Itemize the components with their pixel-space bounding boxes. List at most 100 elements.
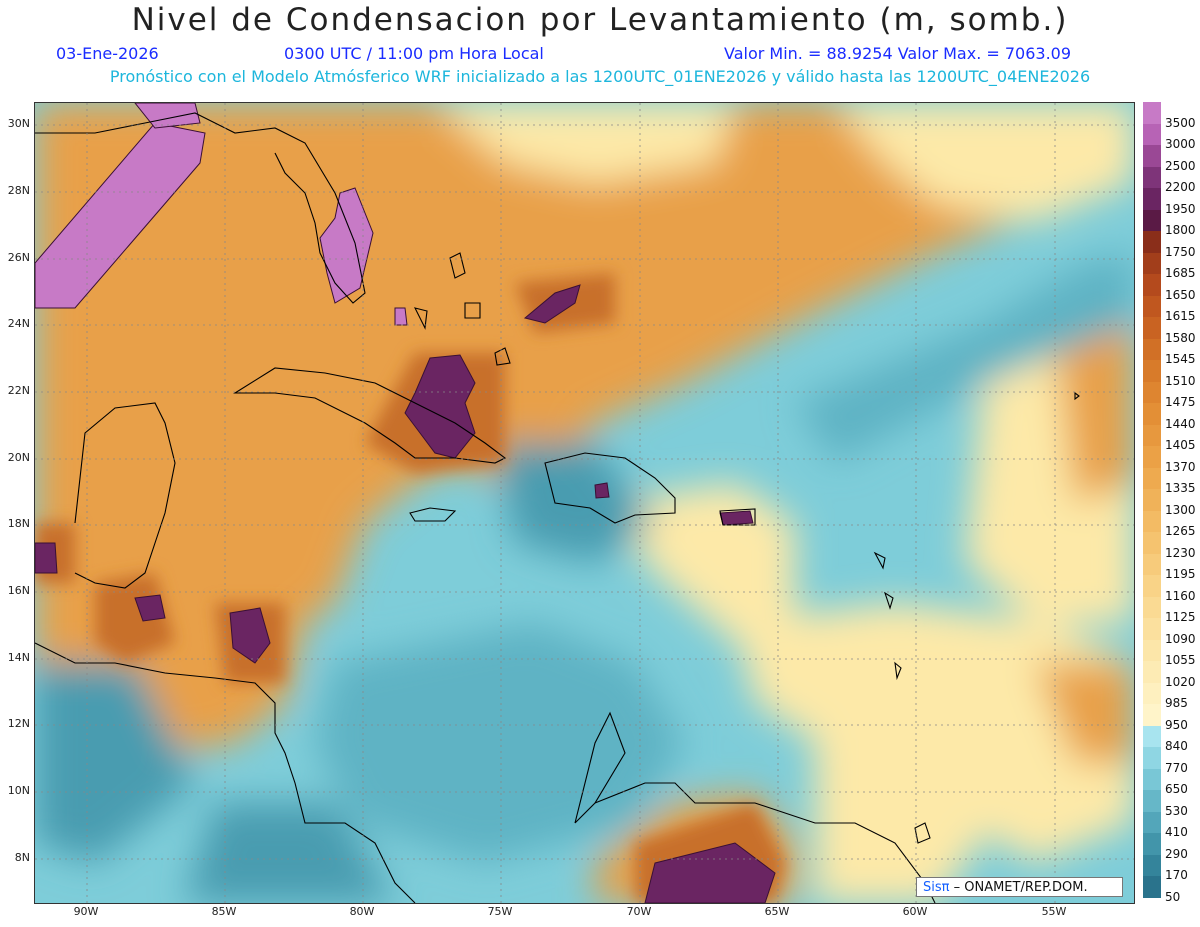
lon-label: 60W bbox=[902, 905, 928, 918]
legend-swatch bbox=[1143, 123, 1161, 145]
legend-swatch bbox=[1143, 166, 1161, 188]
legend-swatch bbox=[1143, 618, 1161, 640]
legend-entry: 2500 bbox=[1143, 145, 1200, 173]
legend-entry: 1300 bbox=[1143, 489, 1200, 517]
legend-swatch bbox=[1143, 704, 1161, 726]
lon-label: 75W bbox=[487, 905, 513, 918]
legend-entry: 1580 bbox=[1143, 317, 1200, 345]
lon-label: 65W bbox=[764, 905, 790, 918]
legend-entry: 1650 bbox=[1143, 274, 1200, 302]
lat-label: 22N bbox=[7, 384, 30, 397]
legend-swatch bbox=[1143, 747, 1161, 769]
legend-entry: 950 bbox=[1143, 704, 1200, 732]
legend-swatch bbox=[1143, 446, 1161, 468]
lon-label: 80W bbox=[349, 905, 375, 918]
legend-label: 1090 bbox=[1165, 631, 1196, 646]
legend-label: 410 bbox=[1165, 825, 1188, 839]
legend-entry: 1370 bbox=[1143, 446, 1200, 474]
forecast-date: 03-Ene-2026 bbox=[56, 44, 159, 63]
legend-swatch bbox=[1143, 553, 1161, 575]
legend-swatch bbox=[1143, 725, 1161, 747]
legend-label: 530 bbox=[1165, 803, 1188, 818]
legend-entry: 1020 bbox=[1143, 661, 1200, 689]
legend-label: 290 bbox=[1165, 846, 1188, 861]
legend-entry: 1685 bbox=[1143, 252, 1200, 280]
legend-label: 2200 bbox=[1165, 180, 1196, 194]
lat-lon-grid bbox=[35, 103, 1134, 903]
legend-entry: 1475 bbox=[1143, 381, 1200, 409]
legend-swatch bbox=[1143, 575, 1161, 597]
legend-swatch bbox=[1143, 876, 1161, 898]
legend-entry: 170 bbox=[1143, 854, 1200, 882]
credit-text: – ONAMET/REP.DOM. bbox=[953, 880, 1088, 895]
very-high-lcl-patches bbox=[35, 103, 776, 903]
legend-entry: 1615 bbox=[1143, 295, 1200, 323]
lat-label: 18N bbox=[7, 517, 30, 530]
legend-swatch bbox=[1143, 360, 1161, 382]
legend-swatch bbox=[1143, 768, 1161, 790]
legend-swatch bbox=[1143, 854, 1161, 876]
legend-entry: 1800 bbox=[1143, 209, 1200, 237]
legend-swatch bbox=[1143, 295, 1161, 317]
legend-swatch bbox=[1143, 317, 1161, 339]
lat-label: 24N bbox=[7, 317, 30, 330]
legend-label: 1230 bbox=[1165, 545, 1196, 560]
legend-label: 1405 bbox=[1165, 438, 1196, 452]
condensation-level-map bbox=[34, 102, 1135, 904]
legend-entry: 1230 bbox=[1143, 532, 1200, 560]
legend-swatch bbox=[1143, 252, 1161, 274]
map-canvas bbox=[35, 103, 1134, 903]
legend-swatch bbox=[1143, 811, 1161, 833]
legend-entry: 840 bbox=[1143, 725, 1200, 753]
lat-label: 26N bbox=[7, 251, 30, 264]
legend-label: 1510 bbox=[1165, 373, 1196, 388]
lat-label: 30N bbox=[7, 117, 30, 130]
legend-label: 950 bbox=[1165, 717, 1188, 732]
legend-label: 1335 bbox=[1165, 481, 1196, 495]
legend-entry: 410 bbox=[1143, 811, 1200, 839]
legend-entry: 1055 bbox=[1143, 639, 1200, 667]
legend-entry: 1160 bbox=[1143, 575, 1200, 603]
legend-label: 1685 bbox=[1165, 266, 1196, 280]
legend-label: 1950 bbox=[1165, 201, 1196, 216]
lat-label: 28N bbox=[7, 184, 30, 197]
legend-swatch bbox=[1143, 682, 1161, 704]
legend-entry: 1405 bbox=[1143, 424, 1200, 452]
legend-label: 1580 bbox=[1165, 330, 1196, 345]
legend-swatch bbox=[1143, 790, 1161, 812]
legend-swatch bbox=[1143, 510, 1161, 532]
legend-swatch bbox=[1143, 231, 1161, 253]
legend-swatch bbox=[1143, 403, 1161, 425]
legend-entry: 1545 bbox=[1143, 338, 1200, 366]
legend-label: 1265 bbox=[1165, 524, 1196, 538]
legend-entry: 50 bbox=[1143, 876, 1200, 904]
legend-label: 50 bbox=[1165, 889, 1181, 904]
legend-swatch bbox=[1143, 532, 1161, 554]
legend-label: 1055 bbox=[1165, 653, 1196, 667]
legend-label: 770 bbox=[1165, 760, 1188, 775]
legend-entry: 530 bbox=[1143, 790, 1200, 818]
lon-label: 85W bbox=[211, 905, 237, 918]
legend-label: 1650 bbox=[1165, 287, 1196, 302]
legend-entry: 1440 bbox=[1143, 403, 1200, 431]
legend-swatch bbox=[1143, 596, 1161, 618]
min-max-values: Valor Min. = 88.9254 Valor Max. = 7063.0… bbox=[724, 44, 1072, 63]
lat-label: 14N bbox=[7, 651, 30, 664]
legend-label: 3500 bbox=[1165, 115, 1196, 130]
legend-entry: 1090 bbox=[1143, 618, 1200, 646]
legend-swatch bbox=[1143, 338, 1161, 360]
legend-swatch bbox=[1143, 489, 1161, 511]
legend-swatch bbox=[1143, 639, 1161, 661]
legend-label: 3000 bbox=[1165, 137, 1196, 151]
credit-box: Sisπ – ONAMET/REP.DOM. bbox=[916, 877, 1123, 897]
legend-label: 170 bbox=[1165, 868, 1188, 882]
forecast-time: 0300 UTC / 11:00 pm Hora Local bbox=[284, 44, 544, 63]
legend-label: 1160 bbox=[1165, 588, 1196, 603]
legend-label: 1125 bbox=[1165, 610, 1196, 624]
legend-entry: 1950 bbox=[1143, 188, 1200, 216]
legend-entry: 1750 bbox=[1143, 231, 1200, 259]
lon-label: 55W bbox=[1041, 905, 1067, 918]
legend-label: 1020 bbox=[1165, 674, 1196, 689]
legend-swatch bbox=[1143, 661, 1161, 683]
legend-entry: 1195 bbox=[1143, 553, 1200, 581]
